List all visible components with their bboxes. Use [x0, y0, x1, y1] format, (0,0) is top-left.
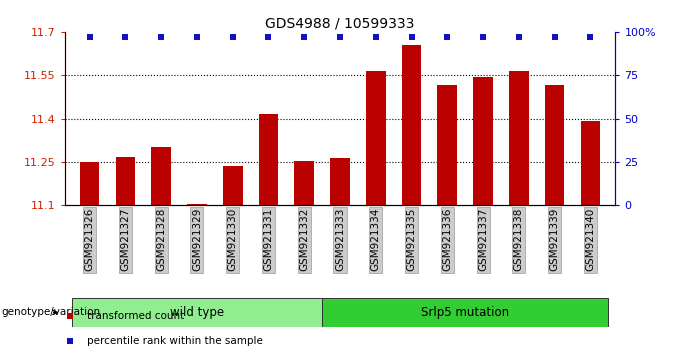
- Bar: [258, 114, 278, 205]
- Text: percentile rank within the sample: percentile rank within the sample: [86, 336, 262, 346]
- Bar: [223, 166, 243, 205]
- Bar: [80, 162, 99, 205]
- Title: GDS4988 / 10599333: GDS4988 / 10599333: [265, 17, 415, 31]
- Text: wild type: wild type: [170, 306, 224, 319]
- Bar: [330, 158, 350, 205]
- Bar: [509, 71, 528, 205]
- Bar: [366, 71, 386, 205]
- Bar: [322, 298, 608, 327]
- Bar: [402, 45, 422, 205]
- Text: genotype/variation: genotype/variation: [1, 307, 101, 318]
- Text: Srlp5 mutation: Srlp5 mutation: [421, 306, 509, 319]
- Bar: [116, 157, 135, 205]
- Bar: [437, 85, 457, 205]
- Bar: [473, 77, 493, 205]
- Text: transformed count: transformed count: [86, 311, 184, 321]
- Bar: [152, 148, 171, 205]
- Bar: [187, 204, 207, 205]
- Bar: [72, 298, 322, 327]
- Bar: [545, 85, 564, 205]
- Bar: [581, 121, 600, 205]
- Bar: [294, 160, 314, 205]
